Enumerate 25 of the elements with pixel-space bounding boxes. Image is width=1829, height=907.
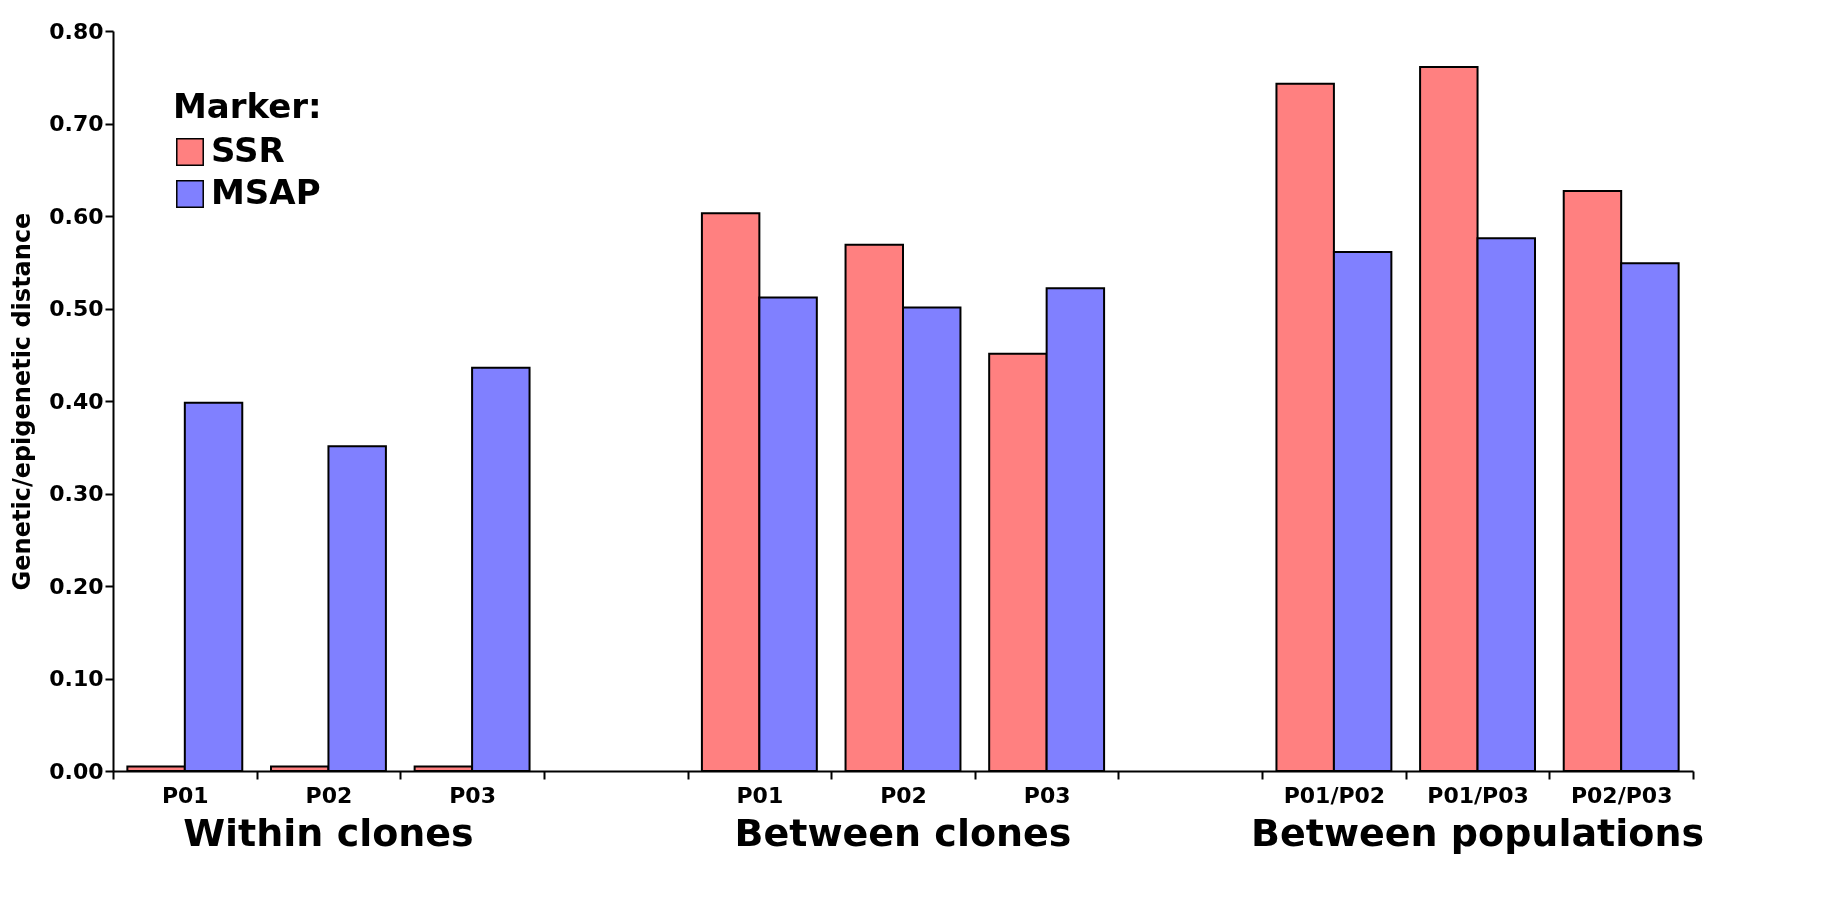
y-tick-label: 0.50 [49,296,104,321]
x-tick-label: P02 [305,782,353,808]
y-tick-label: 0.60 [49,203,104,229]
text: Within clones [183,811,474,855]
x-tick-label: P03 [449,782,496,808]
legend-title: Marker: [173,86,322,126]
x-tick-label: P01/P02 [1283,782,1386,808]
legend-label: MSAP [211,172,321,212]
x-tick-label: P01/P03 [1427,782,1529,808]
x-tick-label: P01 [736,782,784,808]
x-tick-label: P03 [1023,782,1071,808]
legend-label: SSR [211,130,285,170]
y-tick-label: 0.70 [49,111,104,136]
y-tick-label: 0.80 [49,18,104,44]
y-tick-label: 0.30 [49,481,104,506]
x-tick-label: P02 [880,782,927,808]
text: Between populations [1251,811,1705,855]
y-axis-title: Genetic/epigenetic distance [8,212,37,591]
y-tick-label: 0.00 [49,758,104,784]
y-tick-label: 0.20 [49,573,104,599]
y-tick-label: 0.40 [49,388,104,414]
y-tick-label: 0.10 [49,666,104,691]
x-tick-label: P02/P03 [1570,782,1673,808]
text: Between clones [734,811,1072,855]
x-tick-label: P01 [161,782,209,808]
